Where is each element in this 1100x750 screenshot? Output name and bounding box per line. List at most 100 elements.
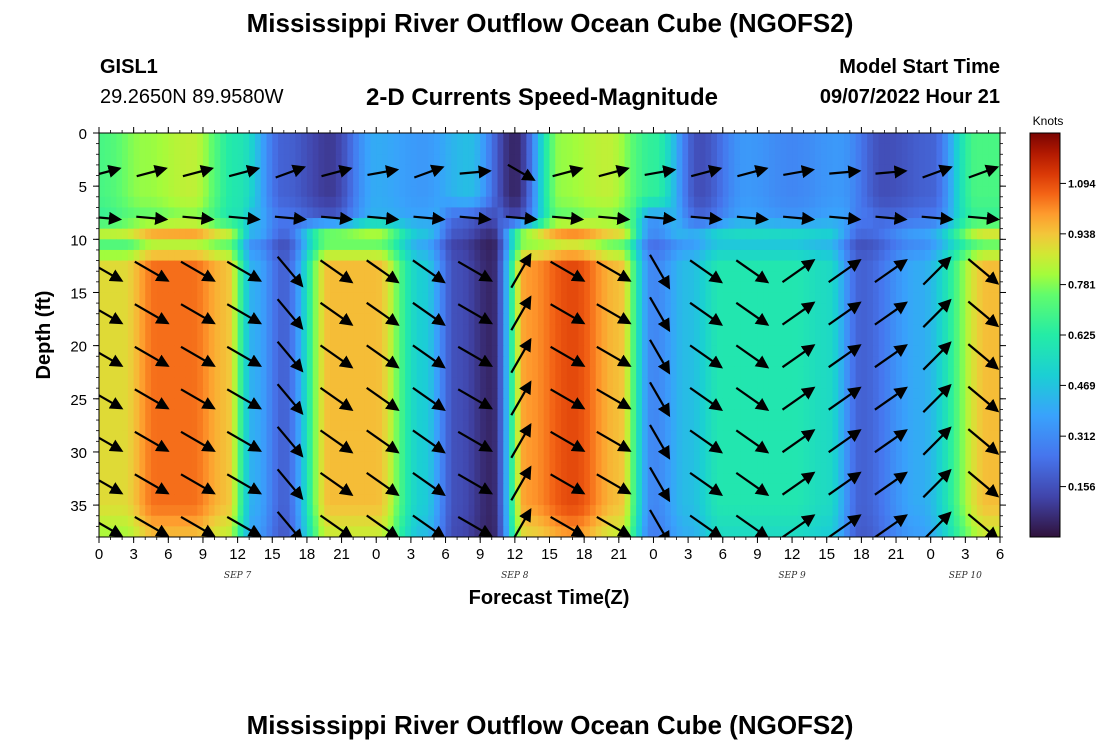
- heatmap-cell: [474, 143, 481, 155]
- heatmap-cell: [243, 462, 250, 474]
- heatmap-cell: [156, 143, 164, 155]
- heatmap-cell: [976, 154, 984, 166]
- heatmap-cell: [595, 164, 603, 177]
- heatmap-cell: [572, 228, 579, 240]
- heatmap-cell: [786, 324, 793, 336]
- heatmap-cell: [457, 324, 464, 336]
- heatmap-cell: [185, 228, 193, 240]
- heatmap-cell: [266, 175, 273, 187]
- heatmap-cell: [330, 260, 337, 272]
- heatmap-cell: [942, 356, 949, 368]
- heatmap-cell: [953, 420, 961, 432]
- heatmap-cell: [335, 154, 343, 166]
- heatmap-cell: [480, 388, 487, 400]
- heatmap-cell: [445, 345, 452, 357]
- heatmap-cell: [549, 186, 556, 198]
- heatmap-cell: [139, 175, 146, 187]
- heatmap-cell: [907, 388, 914, 400]
- heatmap-cell: [185, 292, 193, 304]
- heatmap-cell: [422, 303, 429, 315]
- heatmap-cell: [226, 356, 233, 368]
- heatmap-cell: [110, 154, 117, 166]
- heatmap-cell: [347, 366, 354, 379]
- heatmap-cell: [289, 292, 296, 304]
- heatmap-cell: [260, 420, 268, 432]
- heatmap-cell: [260, 462, 268, 474]
- heatmap-cell: [399, 143, 406, 155]
- heatmap-cell: [462, 324, 470, 336]
- heatmap-cell: [670, 462, 678, 474]
- heatmap-cell: [306, 345, 314, 357]
- heatmap-cell: [133, 366, 141, 379]
- heatmap-cell: [797, 281, 805, 294]
- heatmap-cell: [774, 409, 782, 421]
- heatmap-cell: [601, 377, 608, 389]
- heatmap-cell: [584, 271, 591, 283]
- heatmap-cell: [815, 451, 822, 464]
- heatmap-cell: [202, 335, 210, 347]
- heatmap-cell: [260, 143, 268, 155]
- heatmap-cell: [826, 175, 834, 187]
- heatmap-cell: [324, 196, 331, 209]
- heatmap-cell: [370, 366, 377, 379]
- heatmap-cell: [474, 324, 481, 336]
- heatmap-cell: [994, 324, 1000, 336]
- heatmap-cell: [283, 441, 291, 453]
- heatmap-cell: [266, 154, 273, 166]
- heatmap-cell: [832, 409, 839, 421]
- heatmap-cell: [445, 196, 452, 209]
- heatmap-cell: [792, 377, 799, 389]
- heatmap-cell: [347, 377, 354, 389]
- heatmap-cell: [497, 345, 504, 357]
- heatmap-cell: [266, 292, 273, 304]
- heatmap-cell: [682, 143, 689, 155]
- heatmap-cell: [509, 143, 516, 155]
- heatmap-cell: [191, 239, 198, 251]
- heatmap-cell: [168, 388, 175, 400]
- heatmap-cell: [641, 228, 649, 240]
- heatmap-cell: [260, 430, 268, 442]
- heatmap-cell: [405, 409, 412, 421]
- heatmap-cell: [809, 441, 816, 453]
- heatmap-cell: [953, 175, 961, 187]
- heatmap-cell: [578, 420, 585, 432]
- heatmap-cell: [566, 430, 574, 442]
- heatmap-cell: [347, 207, 354, 219]
- heatmap-cell: [884, 228, 891, 240]
- heatmap-cell: [428, 228, 435, 240]
- heatmap-cell: [520, 356, 527, 368]
- heatmap-cell: [191, 133, 198, 145]
- heatmap-cell: [982, 345, 990, 357]
- heatmap-cell: [150, 249, 158, 262]
- heatmap-cell: [665, 462, 672, 474]
- heatmap-cell: [405, 430, 412, 442]
- heatmap-cell: [988, 409, 995, 421]
- heatmap-cell: [815, 175, 822, 187]
- heatmap-cell: [688, 356, 695, 368]
- heatmap-cell: [768, 451, 776, 464]
- heatmap-cell: [139, 239, 146, 251]
- heatmap-cell: [607, 186, 614, 198]
- heatmap-cell: [226, 175, 233, 187]
- heatmap-cell: [774, 441, 782, 453]
- heatmap-cell: [451, 313, 458, 325]
- heatmap-cell: [959, 143, 966, 155]
- heatmap-cell: [514, 324, 522, 336]
- heatmap-cell: [688, 451, 695, 464]
- heatmap-cell: [838, 356, 845, 368]
- heatmap-cell: [815, 377, 822, 389]
- heatmap-cell: [919, 409, 926, 421]
- heatmap-cell: [976, 451, 984, 464]
- heatmap-cell: [202, 228, 210, 240]
- heatmap-cell: [711, 462, 718, 474]
- heatmap-cell: [370, 441, 377, 453]
- heatmap-cell: [260, 228, 268, 240]
- heatmap-cell: [930, 164, 938, 177]
- heatmap-cell: [162, 335, 169, 347]
- heatmap-cell: [497, 164, 504, 177]
- heatmap-cell: [174, 388, 181, 400]
- heatmap-cell: [428, 218, 435, 230]
- heatmap-cell: [878, 451, 886, 464]
- heatmap-cell: [584, 366, 591, 379]
- heatmap-cell: [763, 292, 770, 304]
